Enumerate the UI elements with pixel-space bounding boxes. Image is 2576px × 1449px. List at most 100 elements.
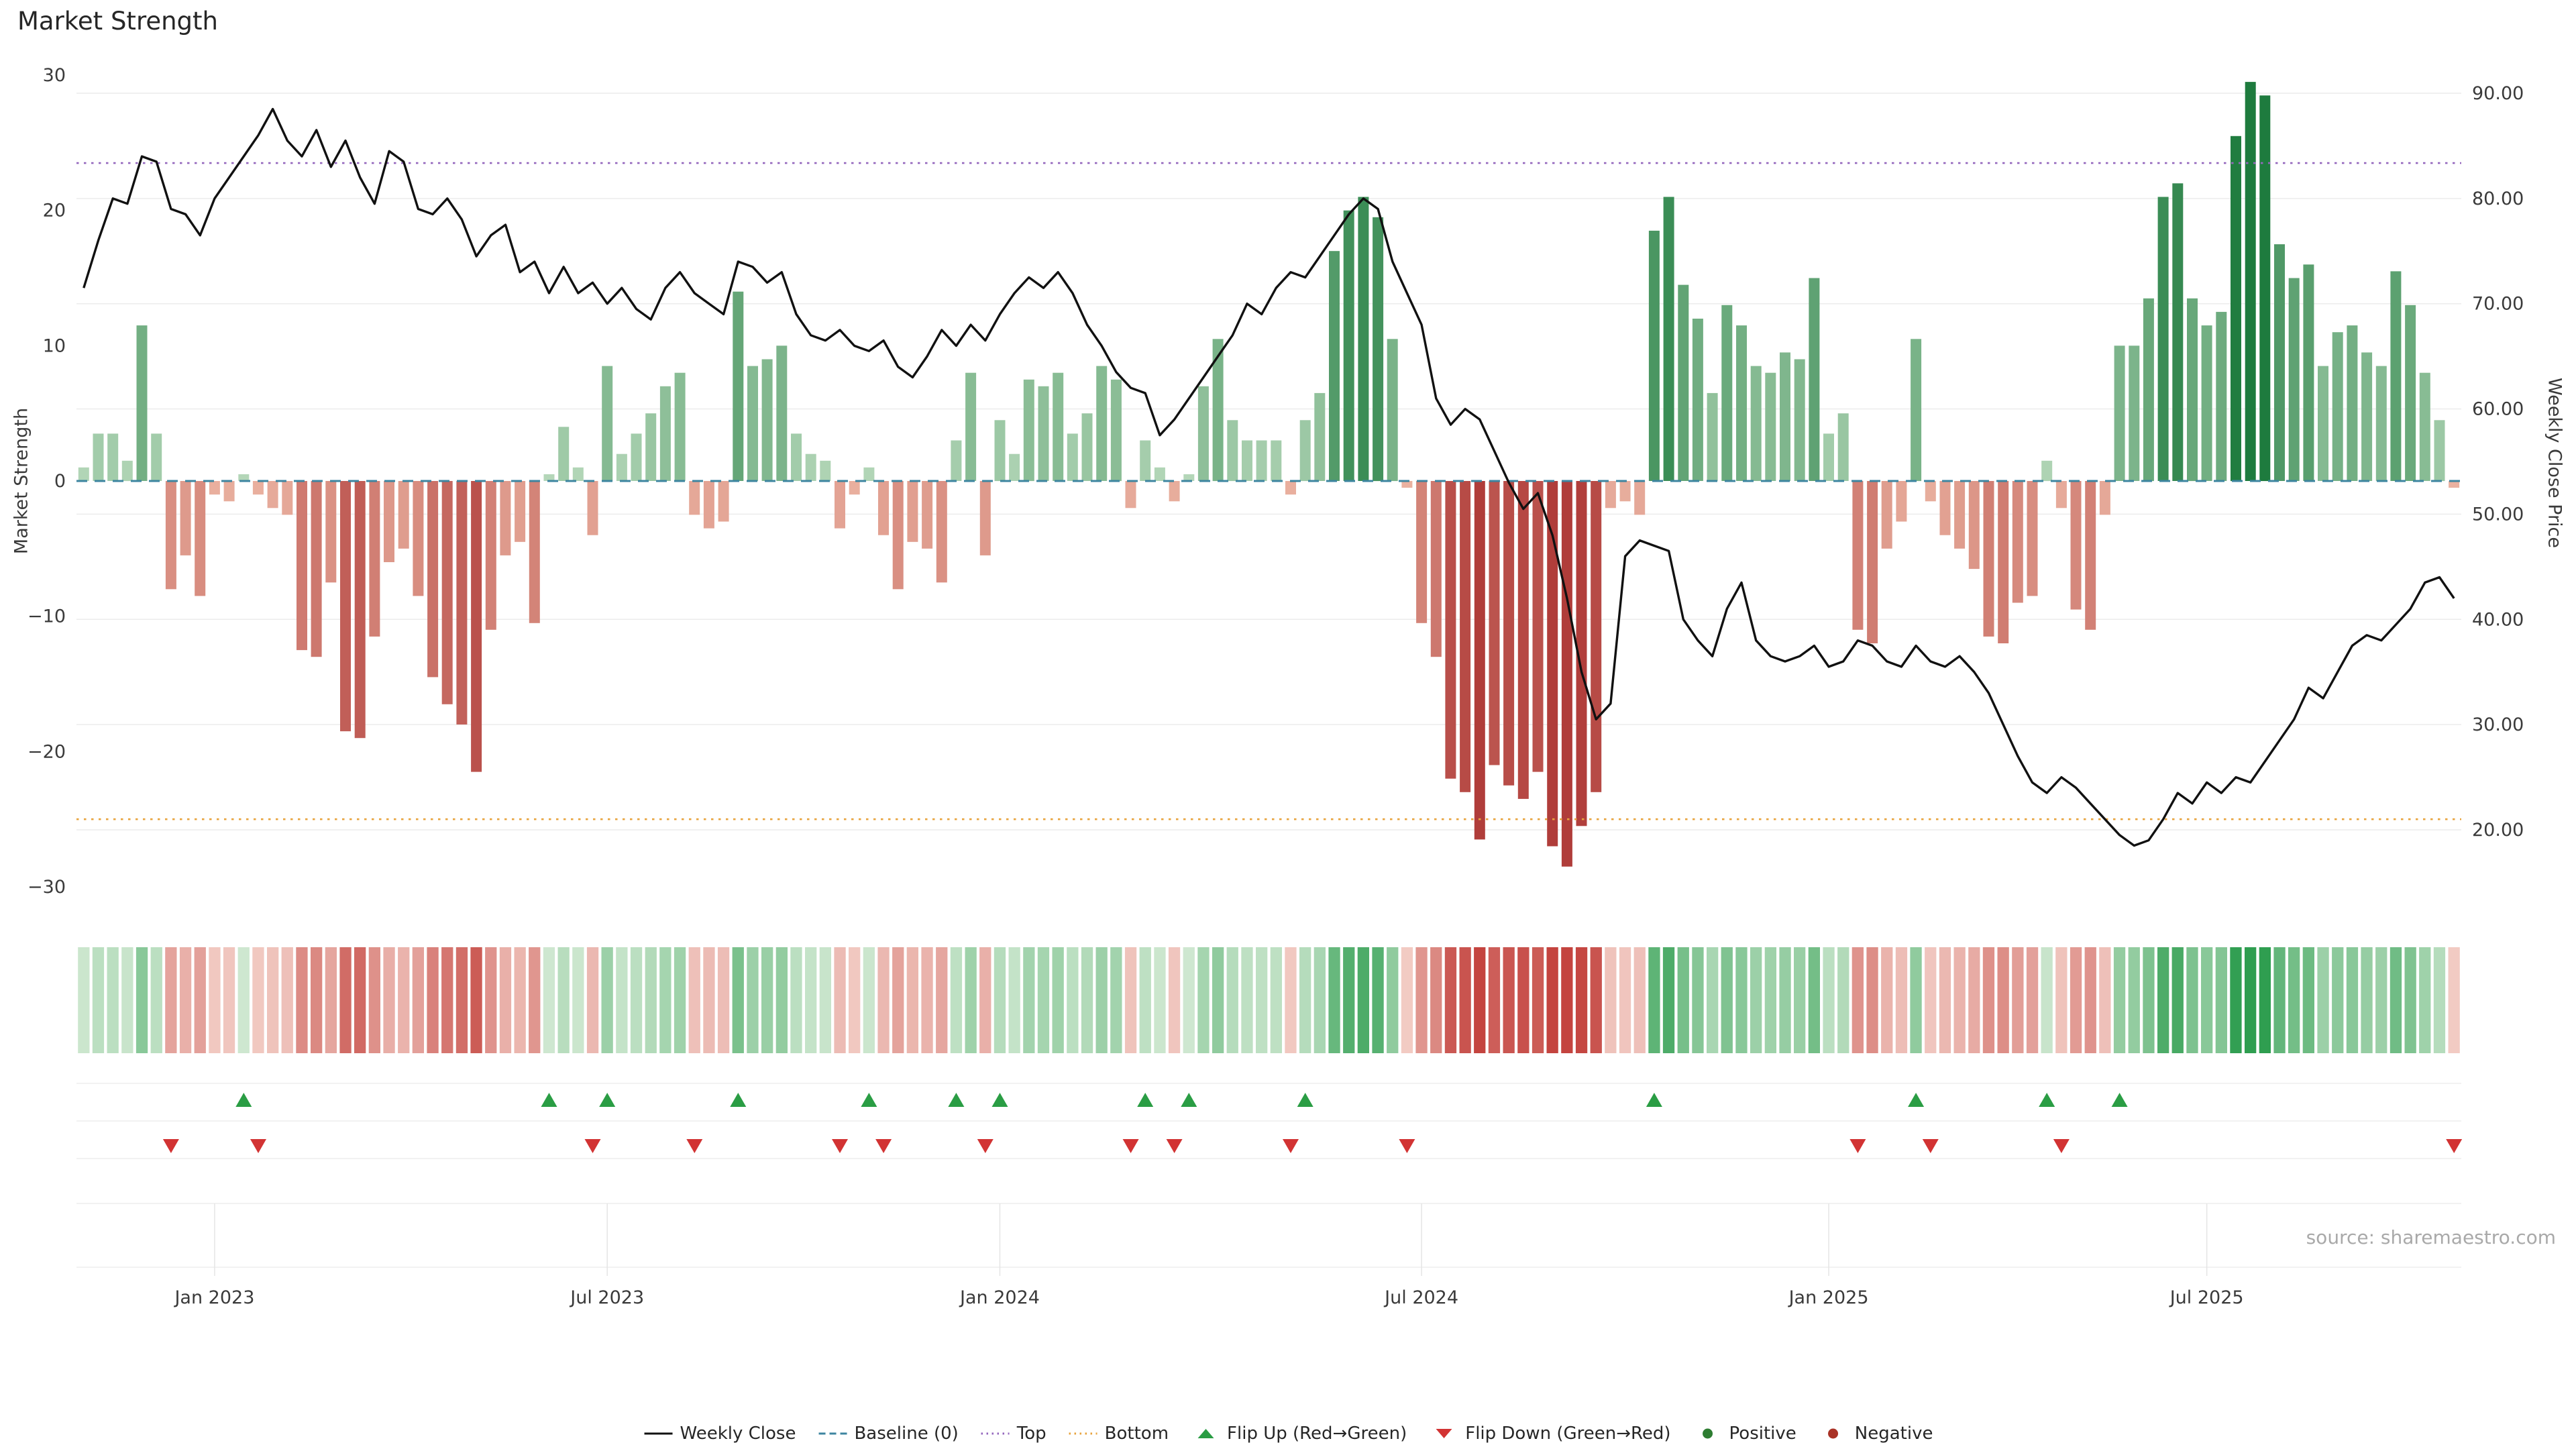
right-axis-tick: 40.00 — [2472, 609, 2524, 630]
flip-down-marker-icon — [2446, 1139, 2463, 1153]
heatmap-cell — [209, 947, 221, 1053]
heatmap-cell — [252, 947, 264, 1053]
strength-bar — [1547, 481, 1558, 847]
legend-item-weekly-close[interactable]: Weekly Close — [643, 1424, 796, 1444]
strength-bar — [1256, 440, 1267, 481]
heatmap-cell — [1837, 947, 1849, 1053]
heatmap-cell — [1982, 947, 1995, 1053]
heatmap-cell — [1619, 947, 1631, 1053]
legend-item-flip-up-red-green[interactable]: Flip Up (Red→Green) — [1190, 1424, 1407, 1444]
strength-bar — [1125, 481, 1136, 508]
heatmap-cell — [92, 947, 105, 1053]
flip-down-marker-icon — [250, 1139, 266, 1153]
heatmap-cell — [747, 947, 759, 1053]
heatmap-cell — [2302, 947, 2314, 1053]
heatmap-cell — [863, 947, 875, 1053]
strength-bar — [1648, 230, 1660, 481]
heatmap-cell — [354, 947, 366, 1053]
right-axis-tick: 70.00 — [2472, 294, 2524, 315]
strength-bar — [1169, 481, 1180, 502]
legend-item-flip-down-green-red[interactable]: Flip Down (Green→Red) — [1428, 1424, 1671, 1444]
heatmap-cell — [2375, 947, 2387, 1053]
heatmap-cell — [1735, 947, 1748, 1053]
legend-item-label: Negative — [1854, 1424, 1933, 1444]
heatmap-cell — [2245, 947, 2257, 1053]
strength-bar — [1489, 481, 1500, 765]
strength-bar — [1285, 481, 1296, 495]
legend-item-negative[interactable]: Negative — [1818, 1424, 1933, 1444]
heatmap-cell — [1052, 947, 1064, 1053]
heatmap-cell — [2041, 947, 2053, 1053]
heatmap-cell — [1067, 947, 1079, 1053]
heatmap-cell — [2026, 947, 2039, 1053]
heatmap-cell — [1008, 947, 1020, 1053]
heatmap-cell — [2361, 947, 2373, 1053]
strength-bar — [1765, 372, 1776, 481]
heatmap-cell — [1925, 947, 1937, 1053]
strength-bar — [441, 481, 453, 704]
strength-bar — [1998, 481, 2009, 643]
strength-bar — [1939, 481, 1951, 535]
legend-item-label: Flip Down (Green→Red) — [1465, 1424, 1671, 1444]
strength-bar — [2012, 481, 2023, 603]
strength-bar — [354, 481, 366, 739]
heatmap-cell — [1823, 947, 1835, 1053]
heatmap-cell — [1197, 947, 1210, 1053]
strength-bar — [209, 481, 220, 495]
heatmap-cell — [936, 947, 948, 1053]
heatmap-cell — [1866, 947, 1878, 1053]
heatmap-cell — [1124, 947, 1137, 1053]
strength-bar — [2216, 311, 2227, 481]
strength-bar — [2332, 332, 2343, 481]
strength-bar — [674, 372, 686, 481]
x-tick-label: Jul 2025 — [2169, 1287, 2244, 1308]
strength-bar — [456, 481, 468, 724]
flip-down-marker-icon — [1122, 1139, 1139, 1153]
legend-item-positive[interactable]: Positive — [1693, 1424, 1796, 1444]
source-text: source: sharemaestro.com — [2306, 1226, 2556, 1248]
strength-bar — [689, 481, 700, 515]
legend-item-top[interactable]: Top — [980, 1424, 1046, 1444]
strength-bar — [1925, 481, 1936, 502]
heatmap-cell — [1372, 947, 1384, 1053]
heatmap-cell — [1154, 947, 1166, 1053]
strength-bar — [1023, 379, 1034, 482]
heatmap-cell — [2346, 947, 2359, 1053]
heatmap-cell — [1808, 947, 1820, 1053]
strength-bar — [282, 481, 293, 515]
date-axis-panel: Jan 2023 Jul 2023 Jan 2024 Jul 2024 Jan 2025… — [76, 1203, 2461, 1308]
heatmap-cell — [2143, 947, 2155, 1053]
strength-bar — [572, 467, 584, 481]
axis-tick-labels: 30 20 10 0 −10 −20 −30 90.00 80.00 70.00 60.00 50.0… — [28, 65, 2524, 898]
legend-item-bottom[interactable]: Bottom — [1068, 1424, 1169, 1444]
flip-down-marker-icon — [1849, 1139, 1866, 1153]
flip-down-marker-icon — [977, 1139, 994, 1153]
strength-bar — [1314, 392, 1326, 481]
right-axis-tick: 80.00 — [2472, 189, 2524, 209]
heatmap-cell — [1081, 947, 1093, 1053]
strength-bar — [267, 481, 278, 508]
heatmap-cell — [1256, 947, 1268, 1053]
strength-bar — [1154, 467, 1165, 481]
heatmap-cell — [1648, 947, 1660, 1053]
strength-bar — [1474, 481, 1485, 840]
strength-bar — [1780, 352, 1790, 481]
heatmap-cell — [543, 947, 555, 1053]
flip-up-marker-icon — [861, 1093, 877, 1107]
dot-swatch-icon — [1703, 1428, 1713, 1439]
chart-title: Market Strength — [17, 7, 218, 36]
strength-bar — [93, 433, 104, 481]
flip-down-marker-icon — [1399, 1139, 1415, 1153]
strength-bar — [1896, 481, 1907, 522]
heatmap-cell — [1953, 947, 1966, 1053]
strength-bar — [835, 481, 845, 529]
heatmap-cell — [441, 947, 453, 1053]
strength-bar — [1096, 366, 1108, 481]
heatmap-cell — [2084, 947, 2096, 1053]
heatmap-cell — [383, 947, 395, 1053]
legend-item-baseline-0[interactable]: Baseline (0) — [817, 1424, 959, 1444]
heatmap-cell — [906, 947, 918, 1053]
strength-bar — [1183, 474, 1195, 481]
